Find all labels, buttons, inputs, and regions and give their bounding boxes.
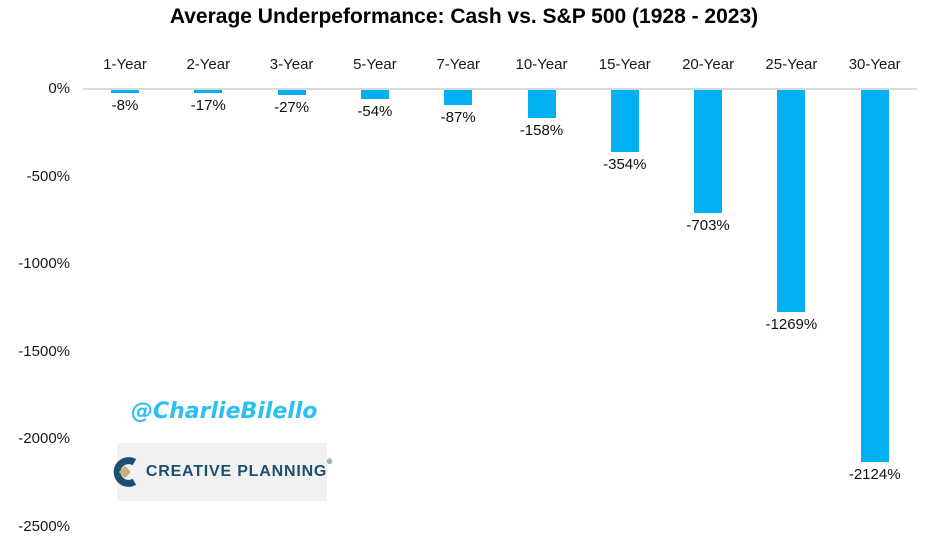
category-label: 15-Year — [598, 56, 651, 73]
category-label: 5-Year — [353, 56, 397, 73]
category-label: 30-Year — [848, 56, 901, 73]
value-label: -703% — [686, 217, 730, 234]
y-axis-label: -1000% — [18, 255, 70, 272]
value-label: -2124% — [848, 466, 901, 483]
category-label: 20-Year — [682, 56, 735, 73]
value-label: -354% — [603, 156, 647, 173]
value-label: -27% — [274, 99, 310, 116]
logo-box: CREATIVE PLANNING® — [113, 443, 332, 501]
value-label: -87% — [440, 109, 476, 126]
bar — [111, 90, 139, 93]
value-label: -54% — [357, 103, 393, 120]
bar — [277, 90, 306, 95]
watermark-handle: @CharlieBilello — [131, 399, 318, 424]
category-label: 2-Year — [186, 56, 231, 73]
y-axis-label: -500% — [26, 167, 70, 185]
category-label: 7-Year — [436, 56, 481, 73]
creative-planning-logo-icon — [111, 455, 139, 489]
category-label: 1-Year — [103, 56, 147, 73]
bar — [527, 90, 556, 118]
y-axis-label: -1500% — [18, 342, 70, 360]
bar — [860, 90, 889, 462]
bar — [777, 90, 806, 312]
category-label: 3-Year — [269, 56, 314, 73]
y-axis-label: -2000% — [18, 430, 70, 447]
y-axis-label: -2500% — [18, 517, 70, 535]
bar — [444, 90, 473, 105]
logo-text: CREATIVE PLANNING® — [145, 459, 333, 481]
y-axis-label: 0% — [48, 80, 70, 97]
value-label: -1269% — [765, 316, 818, 333]
chart-title: Average Underpeformance: Cash vs. S&P 50… — [169, 5, 759, 28]
category-label: 10-Year — [515, 56, 568, 73]
bar — [610, 90, 639, 152]
category-label: 25-Year — [765, 56, 818, 73]
category-axis: 1-Year 2-Year 3-Year 5-Year 7-Year 10-Year 15-… — [0, 56, 928, 76]
value-label: -17% — [190, 97, 226, 114]
value-label: -8% — [111, 97, 139, 114]
logo-wordmark: CREATIVE PLANNING — [145, 463, 328, 480]
value-label: -158% — [519, 122, 564, 139]
bar — [194, 90, 223, 93]
zero-axis-line — [83, 88, 917, 90]
logo-registered-mark: ® — [327, 459, 334, 466]
bar — [360, 90, 389, 99]
bar — [694, 90, 723, 213]
